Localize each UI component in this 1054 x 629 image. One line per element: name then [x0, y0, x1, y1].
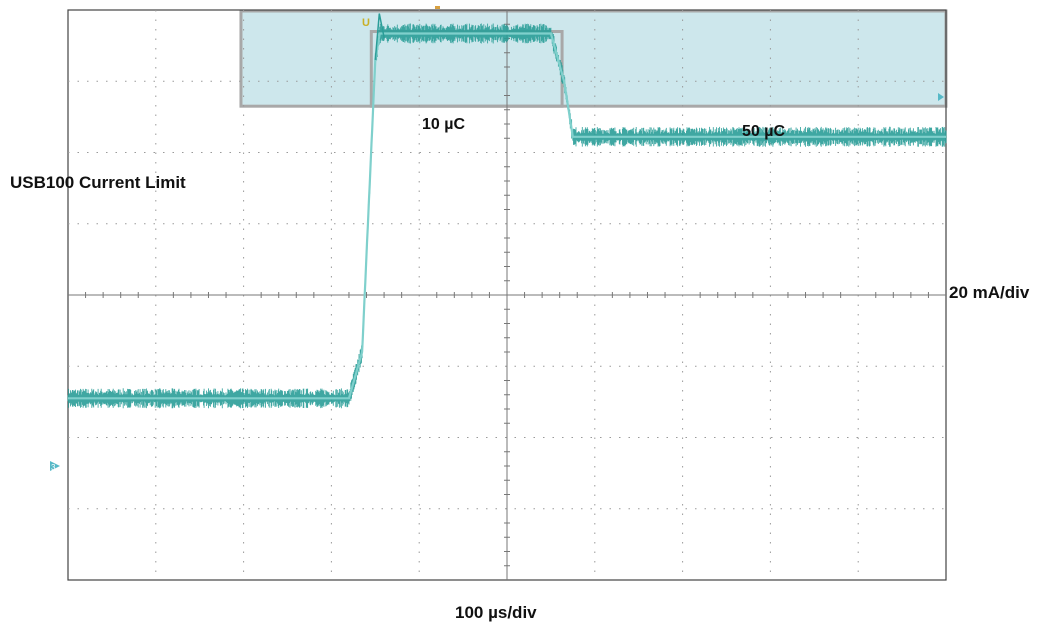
trace-center-line: [68, 32, 946, 400]
x-scale-label: 100 µs/div: [455, 603, 537, 622]
y-scale-label: 20 mA/div: [949, 283, 1030, 302]
charge-region-50uc: [239, 9, 948, 108]
trigger-marker: U: [362, 17, 370, 29]
trigger-position-marker: [435, 6, 440, 9]
current-limit-label: USB100 Current Limit: [10, 173, 186, 192]
trace-overshoot: [374, 13, 386, 60]
channel-ground-marker: [50, 461, 60, 471]
trigger-level-marker: [938, 93, 944, 101]
channel-number: 3: [51, 463, 56, 472]
charge-50uc-label: 50 µC: [742, 123, 785, 140]
charge-10uc-label: 10 µC: [422, 116, 465, 133]
